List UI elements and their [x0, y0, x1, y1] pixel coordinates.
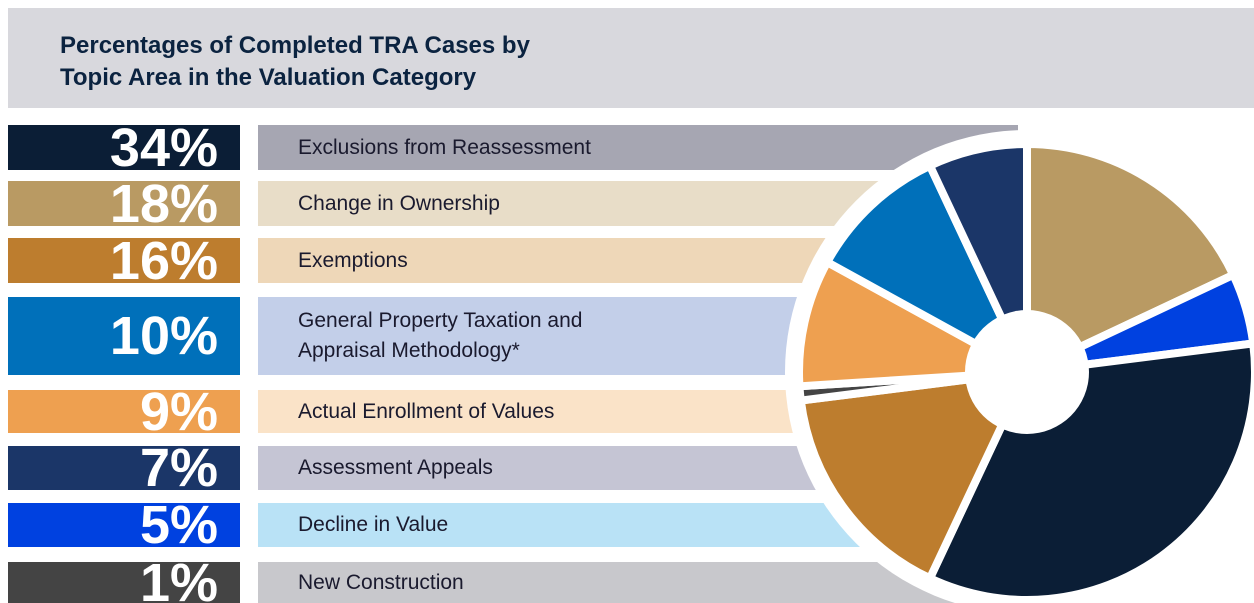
- title-line: Topic Area in the Valuation Category: [60, 64, 477, 91]
- legend-label: Assessment Appeals: [298, 456, 493, 479]
- value-label: 34%: [8, 125, 240, 170]
- pie-slice: [796, 368, 1031, 583]
- value-label: 9%: [8, 390, 240, 433]
- legend-row: Exclusions from Reassessment: [258, 125, 1018, 170]
- value-label: 7%: [8, 446, 240, 490]
- legend-label: New Construction: [298, 570, 464, 594]
- legend-label: Actual Enrollment of Values: [298, 399, 555, 423]
- value-label: 18%: [8, 181, 240, 226]
- title-band: Percentages of Completed TRA Cases by To…: [8, 8, 1254, 108]
- pie-slice: [823, 161, 1031, 376]
- legend-label: General Property Taxation and Appraisal …: [298, 309, 583, 362]
- value-label: 16%: [8, 238, 240, 283]
- legend-label: Exemptions: [298, 248, 408, 272]
- legend-label: Decline in Value: [298, 513, 449, 536]
- value-label: 5%: [8, 503, 240, 547]
- title-line: Percentages of Completed TRA Cases by: [60, 32, 530, 59]
- value-label: 10%: [8, 297, 240, 375]
- legend-label: Exclusions from Reassessment: [298, 135, 591, 159]
- pie-slice: [1023, 140, 1238, 376]
- pie-hole: [965, 310, 1089, 434]
- legend-label: Change in Ownership: [298, 191, 500, 215]
- value-label: 1%: [8, 562, 240, 603]
